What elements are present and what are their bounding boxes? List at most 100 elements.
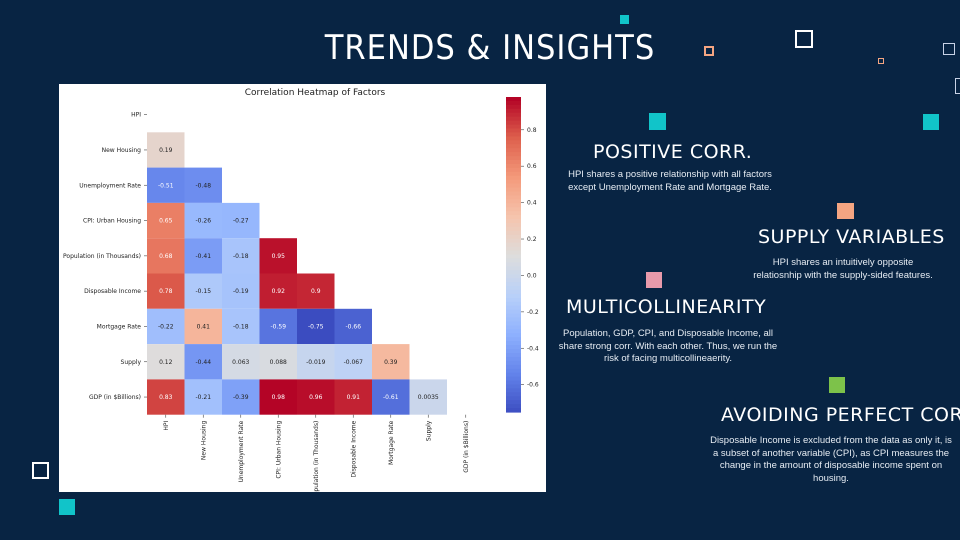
colorbar-segment [506, 356, 521, 362]
colorbar-segment [506, 211, 521, 216]
decor-square-teal-4 [59, 499, 75, 515]
heatmap-cell [184, 238, 222, 274]
y-tick-label: Unemployment Rate [79, 182, 141, 189]
heatmap-cell-label: -0.48 [195, 182, 211, 189]
colorbar-segment [506, 258, 521, 263]
heatmap-cell-label: -0.18 [233, 253, 249, 260]
section-title-avoiding-perfect-corr: AVOIDING PERFECT CORR. [721, 404, 960, 426]
decor-square-peach [837, 203, 854, 219]
heatmap-cell-label: -0.22 [158, 323, 174, 330]
colorbar-segment [506, 128, 521, 134]
colorbar-segment [506, 97, 521, 102]
heatmap-cell [184, 308, 222, 345]
heatmap-cell [147, 202, 185, 239]
colorbar-segment [506, 274, 521, 279]
heatmap-cell [259, 273, 297, 309]
colorbar-segment [506, 368, 521, 374]
colorbar-segment [506, 286, 521, 291]
colorbar-segment [506, 270, 521, 275]
colorbar-segment [506, 360, 521, 366]
heatmap-cell-label: -0.44 [195, 359, 211, 366]
section-text-avoiding-perfect-corr: Disposable Income is excluded from the d… [710, 435, 952, 484]
colorbar-segment [506, 226, 521, 232]
heatmap-cell [259, 308, 297, 345]
colorbar-segment [506, 112, 521, 118]
colorbar-segment [506, 183, 521, 189]
section-title-supply-variables: SUPPLY VARIABLES [758, 226, 945, 248]
colorbar-segment [506, 223, 521, 228]
colorbar-segment [506, 266, 521, 271]
colorbar-segment [506, 230, 521, 236]
colorbar-segment [506, 116, 521, 122]
decor-square-teal-1 [620, 15, 629, 24]
heatmap-cell [184, 273, 222, 309]
heatmap-cell-label: -0.15 [195, 288, 211, 295]
colorbar-segment [506, 349, 521, 354]
colorbar-segment [506, 156, 521, 161]
colorbar-segment [506, 215, 521, 220]
heatmap-panel: Correlation Heatmap of Factors 0.19 -0.51… [59, 84, 546, 499]
colorbar-segment [506, 250, 521, 256]
colorbar-segment [506, 352, 521, 358]
colorbar-segment [506, 136, 521, 141]
colorbar-segment [506, 234, 521, 240]
heatmap-cell-label: 0.91 [347, 394, 361, 401]
section-title-positive-corr: POSITIVE CORR. [593, 141, 753, 163]
colorbar-segment [506, 195, 521, 200]
colorbar-segment [506, 104, 521, 110]
x-tick-label: GDP (in $Billions) [463, 421, 470, 473]
colorbar-segment [506, 388, 521, 393]
chart-title: Correlation Heatmap of Factors [245, 88, 386, 98]
colorbar-segment [506, 345, 521, 350]
heatmap-cell-label: 0.063 [232, 359, 249, 366]
colorbar-tick-label: 0.4 [527, 200, 537, 207]
colorbar-segment [506, 238, 521, 244]
heatmap-cell-label: 0.9 [311, 288, 321, 295]
heatmap-cell-label: -0.26 [195, 218, 211, 225]
colorbar-segment [506, 329, 521, 334]
colorbar-segment [506, 301, 521, 307]
colorbar-segment [506, 309, 521, 315]
heatmap-cell-label: 0.19 [159, 147, 173, 154]
decor-square-outline-5 [955, 78, 960, 94]
y-tick-label: Supply [121, 359, 142, 366]
colorbar-tick-label: 0.2 [527, 236, 537, 243]
decor-square-teal-2 [649, 113, 666, 130]
heatmap-cell [184, 202, 222, 239]
heatmap-cell [147, 167, 185, 203]
heatmap-cell [372, 344, 410, 380]
heatmap-cell-label: 0.0035 [418, 394, 439, 401]
colorbar-segment [506, 289, 521, 295]
decor-square-green [829, 377, 845, 393]
colorbar-segment [506, 313, 521, 319]
colorbar-segment [506, 341, 521, 346]
decor-square-teal-3 [923, 114, 939, 130]
heatmap-cell [297, 308, 335, 345]
heatmap-cell [147, 273, 185, 309]
colorbar-segment [506, 191, 521, 197]
colorbar-segment [506, 404, 521, 409]
heatmap-cell-label: -0.39 [233, 394, 249, 401]
colorbar-segment [506, 278, 521, 283]
heatmap-cell [147, 308, 185, 345]
section-text-multicollinearity: Population, GDP, CPI, and Disposable Inc… [558, 328, 778, 364]
colorbar-segment [506, 175, 521, 181]
heatmap-cell [259, 344, 297, 380]
y-tick-label: Disposable Income [84, 288, 141, 295]
colorbar-segment [506, 160, 521, 165]
heatmap-cell [147, 238, 185, 274]
heatmap-cell-label: 0.39 [384, 359, 398, 366]
colorbar-segment [506, 124, 521, 130]
decor-square-outline-4 [943, 43, 955, 55]
colorbar-segment [506, 100, 521, 106]
colorbar-segment [506, 132, 521, 137]
y-tick-label: New Housing [102, 147, 142, 154]
heatmap-cell-label: 0.92 [272, 288, 286, 295]
x-tick-label: CPI: Urban Housing [275, 421, 282, 479]
decor-square-pink [646, 272, 662, 288]
heatmap-cell-label: 0.95 [272, 253, 286, 260]
heatmap-cell-label: -0.66 [345, 323, 361, 330]
colorbar-segment [506, 199, 521, 204]
heatmap-cell-label: -0.18 [233, 323, 249, 330]
colorbar-segment [506, 254, 521, 260]
